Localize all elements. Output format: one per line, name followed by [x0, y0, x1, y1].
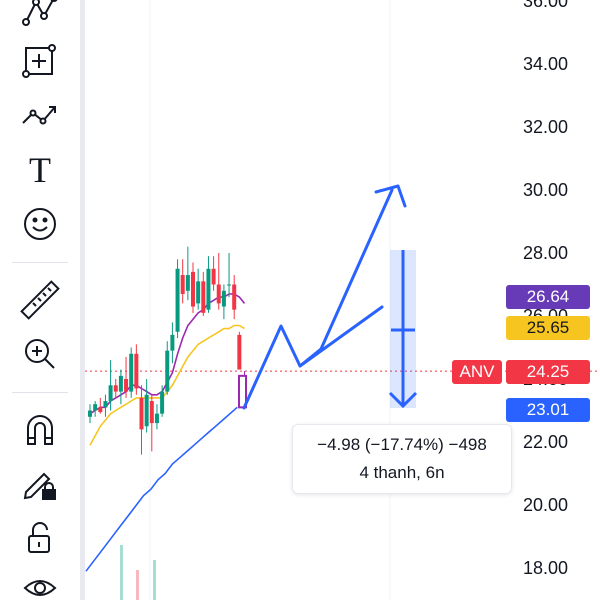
magnet-icon	[27, 415, 53, 445]
candle-body	[238, 374, 247, 409]
candle-body	[108, 385, 113, 402]
ma-trend-price-tag: 23.01	[506, 398, 590, 422]
candle-body	[216, 284, 221, 304]
ruler-icon	[20, 280, 60, 320]
candle-body	[237, 334, 242, 370]
candle-body	[211, 268, 216, 285]
last-price-tag: 24.25	[506, 360, 590, 384]
candle-body	[227, 284, 232, 286]
price-axis-label: 22.00	[523, 432, 568, 452]
zoom-tool[interactable]	[8, 330, 72, 378]
price-axis-label: 30.00	[523, 180, 568, 200]
pattern-icon	[22, 0, 58, 26]
volume-bar	[153, 560, 156, 600]
candle-body	[206, 268, 211, 310]
ma-trend-line	[85, 406, 238, 572]
candle-body	[165, 350, 170, 392]
volume-bar	[120, 545, 123, 600]
toolbar-separator	[12, 262, 68, 263]
smiley-icon	[24, 208, 56, 240]
candle-body	[103, 401, 108, 408]
text-tool[interactable]: T	[8, 146, 72, 194]
lock-drawing-tool[interactable]	[8, 460, 72, 508]
candles[interactable]	[88, 246, 247, 455]
measurement-change: −4.98 (−17.74%) −498	[317, 435, 487, 454]
candle-body	[170, 334, 175, 351]
candle-body	[201, 281, 206, 313]
position-tool[interactable]	[8, 36, 72, 84]
candle-body	[134, 353, 139, 389]
trend-tool[interactable]	[8, 92, 72, 140]
price-axis-label: 28.00	[523, 243, 568, 263]
candle-body	[118, 375, 123, 392]
price-range-drawing[interactable]	[388, 250, 418, 409]
candle-body	[129, 353, 134, 392]
visibility-tool[interactable]	[8, 564, 72, 612]
candle-body	[139, 397, 144, 430]
candle-body	[221, 290, 226, 307]
price-axis-label: 20.00	[523, 495, 568, 515]
price-axis-label: 32.00	[523, 117, 568, 137]
candle-body	[160, 391, 165, 414]
candle-body	[196, 281, 201, 304]
candle-body	[113, 385, 118, 392]
candle-body	[191, 271, 195, 307]
candle-body	[185, 275, 190, 291]
volume-bars	[120, 545, 156, 600]
candle-body	[88, 410, 92, 417]
toolbar-edge[interactable]	[80, 0, 85, 600]
candle-body	[149, 401, 154, 424]
measurement-tooltip: −4.98 (−17.74%) −498 4 thanh, 6n	[292, 424, 512, 494]
ma-short-price-tag: 26.64	[506, 285, 590, 309]
polyline-icon	[22, 106, 56, 125]
candle-body	[144, 394, 149, 427]
candle-body	[232, 284, 237, 310]
eye-icon	[23, 580, 57, 596]
candle-body	[93, 404, 98, 411]
price-axis-label: 18.00	[523, 558, 568, 578]
symbol-tag[interactable]: ANV	[452, 360, 502, 384]
zoom-in-icon	[25, 339, 55, 369]
price-axis-label: 34.00	[523, 54, 568, 74]
measurement-duration: 4 thanh, 6n	[359, 463, 445, 482]
ma-long-price-tag: 25.65	[506, 316, 590, 340]
magnet-tool[interactable]	[8, 406, 72, 454]
forecast-path-drawing[interactable]	[242, 184, 407, 410]
candle-body	[98, 407, 103, 413]
pencil-lock-icon	[23, 472, 56, 500]
move-box-icon	[22, 44, 56, 78]
ruler-tool[interactable]	[8, 276, 72, 324]
candle-body	[175, 268, 180, 332]
candle-body	[124, 379, 129, 392]
toolbar-separator	[12, 392, 68, 393]
unlock-icon	[28, 522, 50, 553]
grid-lines	[149, 0, 391, 600]
pattern-tool[interactable]	[8, 0, 72, 34]
price-axis-label: 36.00	[523, 0, 568, 11]
text-icon: T	[29, 150, 51, 190]
candle-body	[180, 275, 185, 294]
drawing-toolbar: T	[0, 0, 80, 600]
candle-body	[154, 413, 159, 424]
lock-all-tool[interactable]	[8, 514, 72, 562]
emoji-tool[interactable]	[8, 200, 72, 248]
volume-bar	[136, 570, 139, 600]
